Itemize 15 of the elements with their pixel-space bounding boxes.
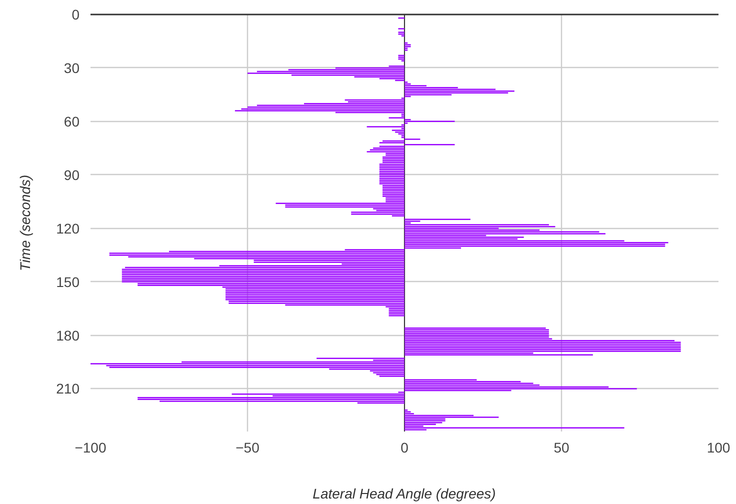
x-axis-title: Lateral Head Angle (degrees) bbox=[312, 486, 496, 502]
y-tick-label: 0 bbox=[72, 6, 80, 22]
y-axis-title: Time (seconds) bbox=[17, 174, 34, 272]
y-tick-label: 120 bbox=[56, 220, 80, 236]
y-tick-label: 180 bbox=[56, 327, 80, 344]
y-tick-label: 150 bbox=[56, 274, 80, 290]
x-tick-label: 100 bbox=[706, 440, 730, 456]
y-tick-label: 210 bbox=[56, 380, 80, 397]
y-tick-label: 30 bbox=[64, 60, 80, 76]
x-tick-label: 50 bbox=[554, 440, 570, 456]
x-tick-label: −50 bbox=[236, 440, 260, 456]
y-tick-label: 60 bbox=[64, 113, 80, 130]
x-tick-label: 0 bbox=[400, 440, 409, 456]
x-tick-label: −100 bbox=[74, 440, 106, 456]
y-tick-label: 90 bbox=[64, 166, 80, 183]
